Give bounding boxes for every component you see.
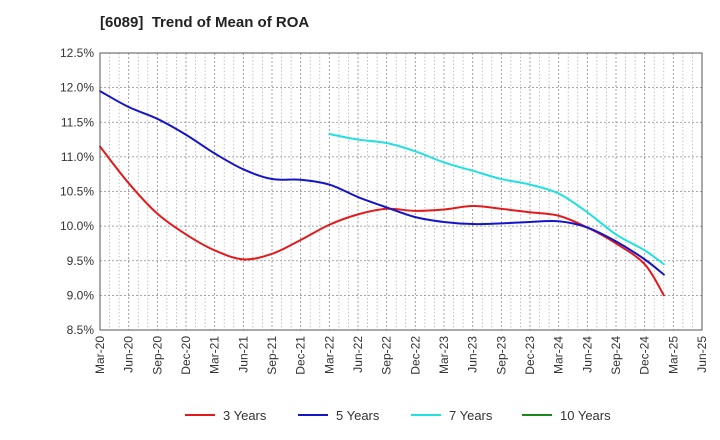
y-tick-label: 12.5% [60,46,94,60]
x-tick-label: Mar-21 [208,336,222,374]
y-tick-label: 8.5% [67,323,95,337]
x-tick-label: Dec-23 [523,336,537,375]
x-tick-label: Jun-21 [236,336,250,373]
x-tick-label: Sep-23 [494,336,508,375]
x-tick-label: Dec-20 [179,336,193,375]
x-tick-label: Mar-23 [437,336,451,374]
x-tick-label: Jun-20 [122,336,136,373]
x-tick-label: Sep-20 [150,336,164,375]
x-tick-label: Mar-22 [322,336,336,374]
x-tick-label: Dec-21 [294,336,308,375]
x-tick-label: Sep-21 [265,336,279,375]
series-line-7-years [328,133,665,266]
x-tick-label: Dec-22 [408,336,422,375]
series-line-3-years [99,145,665,297]
legend-label: 3 Years [223,408,267,423]
y-tick-label: 10.5% [60,185,94,199]
x-tick-label: Dec-24 [638,336,652,375]
y-tick-label: 10.0% [60,219,94,233]
chart-title: [6089] Trend of Mean of ROA [100,14,310,31]
y-tick-label: 9.5% [67,254,95,268]
x-tick-label: Jun-24 [580,336,594,373]
y-tick-label: 9.0% [67,288,95,302]
legend-layer: 3 Years 5 Years 7 Years 10 Years [185,408,611,423]
y-tick-label: 11.5% [61,115,94,129]
x-tick-label: Mar-25 [666,336,680,374]
axis-layer: 8.5% 9.0% 9.5% 10.0% 10.5% 11.0% 11.5% 12.0% 12.… [60,46,709,375]
x-tick-label: Mar-24 [552,336,566,374]
legend-label: 10 Years [560,408,611,423]
x-tick-label: Sep-24 [609,336,623,375]
series-line-5-years [99,90,665,276]
x-tick-label: Jun-23 [466,336,480,373]
legend-label: 5 Years [336,408,380,423]
legend-label: 7 Years [449,408,493,423]
x-tick-label: Sep-22 [380,336,394,375]
x-tick-label: Jun-25 [695,336,709,373]
x-tick-label: Mar-20 [93,336,107,374]
y-tick-label: 12.0% [60,81,94,95]
x-tick-label: Jun-22 [351,336,365,373]
grid-layer [100,53,702,330]
y-tick-label: 11.0% [61,150,94,164]
series-layer [99,90,665,297]
plot-frame [99,52,703,331]
